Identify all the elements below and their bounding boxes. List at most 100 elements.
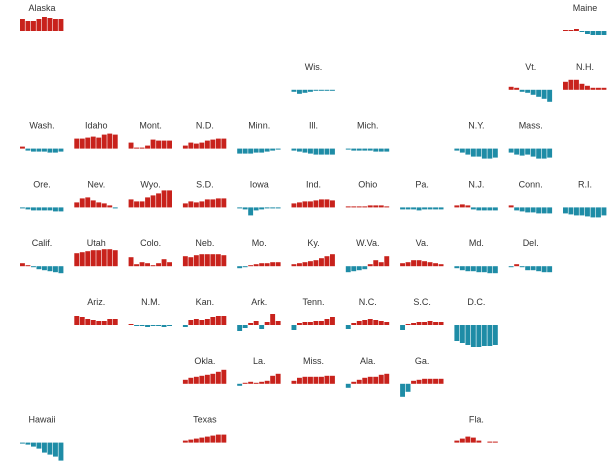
bar: [585, 207, 590, 217]
bar: [541, 148, 547, 159]
bar: [291, 325, 297, 330]
bar: [199, 142, 205, 149]
bar: [215, 371, 221, 384]
bar: [182, 440, 188, 443]
bar: [221, 316, 227, 325]
state-label: Calif.: [32, 238, 53, 248]
bar: [563, 207, 568, 214]
bar: [470, 266, 476, 272]
bar: [400, 263, 405, 267]
bar: [161, 259, 167, 267]
state-tile: Ill.: [291, 121, 335, 155]
bar: [536, 266, 542, 272]
bar: [400, 325, 405, 330]
bar: [248, 323, 254, 325]
bar: [313, 200, 319, 208]
bar: [204, 254, 210, 267]
bar: [253, 382, 259, 384]
bar: [351, 206, 357, 208]
bar: [264, 380, 270, 384]
bar: [308, 148, 313, 154]
bar: [188, 142, 194, 149]
bar: [356, 266, 362, 271]
bar: [313, 148, 319, 155]
bar: [508, 148, 514, 153]
bar: [319, 148, 324, 155]
bar: [362, 266, 368, 270]
bar: [476, 148, 482, 157]
bar: [302, 322, 308, 325]
bar: [416, 207, 422, 211]
bar: [416, 379, 422, 384]
bar: [215, 198, 221, 208]
bar: [454, 325, 460, 341]
bar: [215, 434, 221, 443]
bar: [481, 325, 487, 346]
bar: [291, 380, 297, 384]
bar: [31, 442, 36, 447]
state-tile: N.Y.: [454, 121, 498, 159]
bar: [324, 319, 330, 325]
bar: [161, 325, 167, 327]
bar: [74, 253, 80, 267]
bar: [53, 266, 58, 273]
state-label: Hawaii: [28, 415, 55, 425]
state-label: Del.: [523, 238, 539, 248]
bar: [215, 316, 221, 325]
bar: [297, 263, 302, 267]
bar: [373, 205, 379, 208]
bar: [85, 319, 91, 325]
bar: [79, 198, 85, 208]
bar: [150, 139, 156, 149]
bar: [302, 376, 308, 384]
bar: [319, 258, 324, 267]
state-label: Alaska: [28, 3, 55, 13]
bar: [74, 138, 80, 149]
bar: [330, 89, 335, 91]
state-tile: Del.: [508, 238, 553, 273]
bar: [433, 263, 438, 267]
bar: [476, 440, 482, 443]
bar: [264, 148, 270, 152]
bar: [384, 256, 390, 267]
bar: [253, 321, 259, 325]
bar: [53, 442, 58, 457]
bar: [47, 442, 53, 455]
bar: [242, 148, 248, 154]
bar: [248, 148, 254, 154]
bar: [519, 89, 525, 92]
bar: [264, 263, 270, 267]
state-label: Ariz.: [87, 297, 105, 307]
bar: [454, 148, 460, 151]
state-label: Tenn.: [302, 297, 324, 307]
bar: [182, 325, 188, 327]
bar: [156, 263, 161, 267]
bar: [302, 262, 308, 267]
bar: [85, 197, 91, 208]
bar: [465, 266, 471, 272]
bar: [514, 148, 520, 155]
state-label: N.J.: [468, 179, 484, 189]
bar: [373, 148, 379, 152]
bar: [139, 262, 145, 267]
bar: [199, 437, 205, 443]
state-label: Utah: [87, 238, 106, 248]
bar: [79, 138, 85, 149]
bar: [242, 325, 248, 328]
bar: [96, 137, 102, 149]
bar: [454, 205, 460, 208]
bar: [422, 207, 427, 210]
bar: [221, 138, 227, 149]
state-tile: Md.: [454, 238, 498, 274]
bar: [427, 321, 433, 325]
state-label: W.Va.: [356, 238, 379, 248]
bar: [378, 321, 384, 325]
bar: [107, 133, 113, 149]
bar: [270, 207, 276, 209]
state-tile: Va.: [400, 238, 444, 267]
bar: [590, 207, 596, 218]
bar: [536, 207, 542, 214]
state-tile: Utah: [74, 238, 118, 267]
bar: [330, 200, 335, 208]
state-tile: W.Va.: [345, 238, 390, 273]
